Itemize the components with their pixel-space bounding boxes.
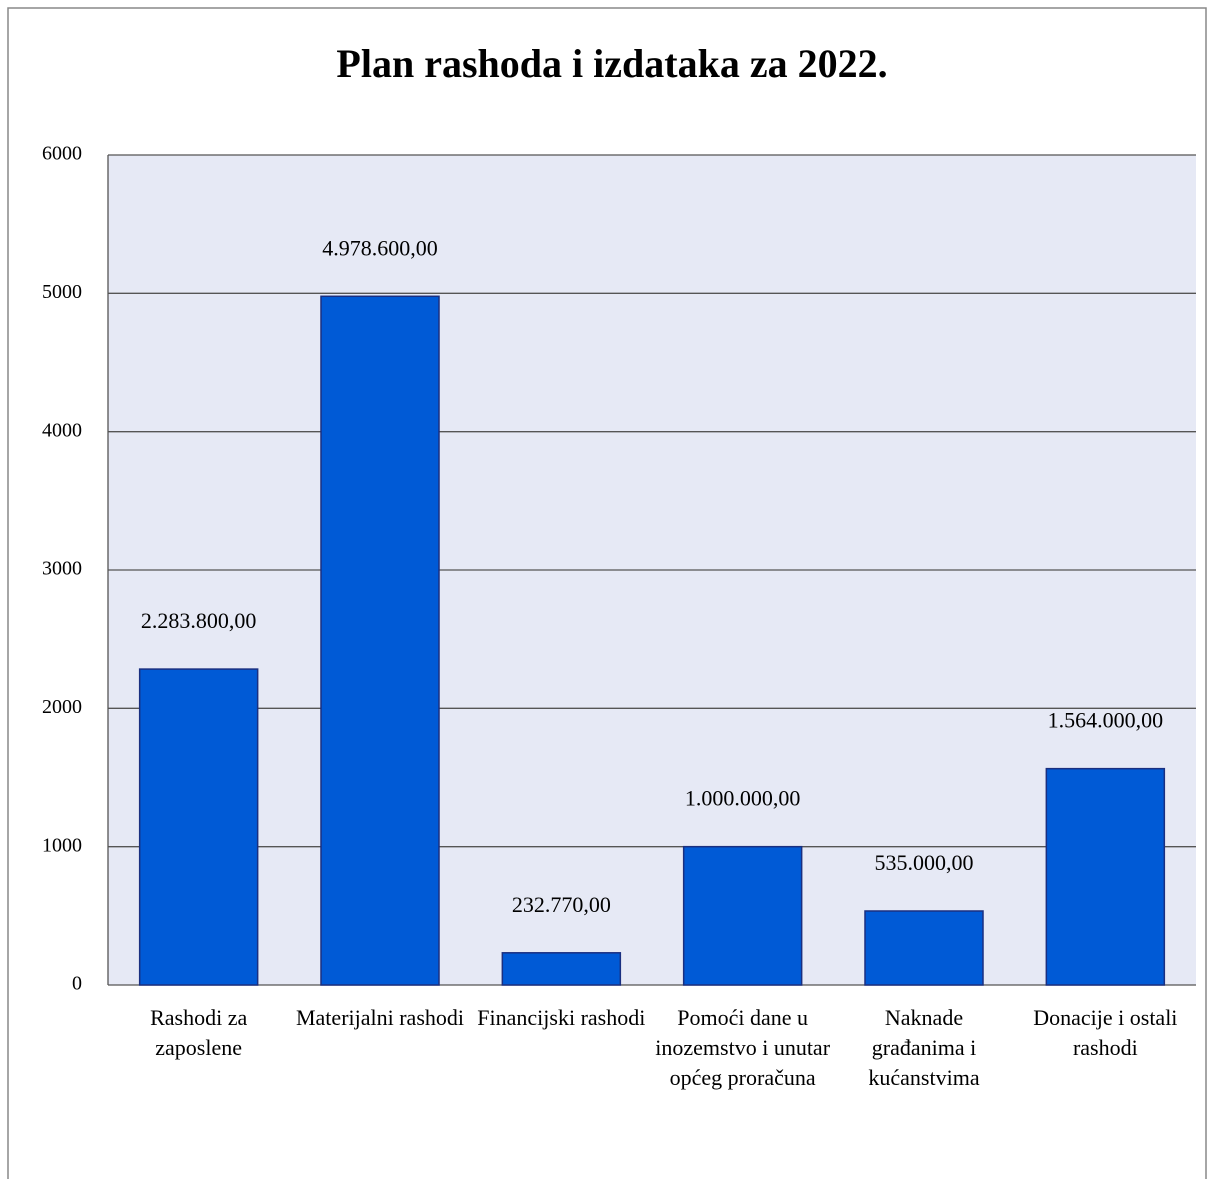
x-tick-label: Pomoći dane u inozemstvo i unutar općeg … (655, 1005, 831, 1090)
value-label: 535.000,00 (875, 850, 974, 875)
bar (682, 845, 803, 986)
bar (864, 910, 984, 986)
value-label: 4.978.600,00 (322, 235, 438, 260)
value-label: 1.564.000,00 (1048, 708, 1164, 733)
bar (320, 295, 440, 986)
x-tick-label-box: Materijalni rashodi (295, 1005, 464, 1030)
bar (501, 952, 622, 986)
x-tick-label-box: Donacije i ostali rashodi (1033, 1005, 1178, 1060)
x-tick-label-box: Naknade građanima i kućanstvima (868, 1005, 980, 1090)
x-tick-label-box: Financijski rashodi (477, 1005, 646, 1030)
x-tick-label: Rashodi za zaposlene (150, 1005, 248, 1060)
x-tick-label: Financijski rashodi (477, 1005, 646, 1030)
bar (1045, 767, 1166, 986)
x-tick-label: Materijalni rashodi (295, 1005, 464, 1030)
value-label: 2.283.800,00 (141, 608, 257, 633)
x-tick-label: Naknade građanima i kućanstvima (868, 1005, 980, 1090)
y-tick-label: 3000 (42, 558, 82, 580)
y-tick-label: 4000 (42, 419, 82, 441)
y-tick-label: 5000 (42, 281, 82, 303)
y-tick-label: 2000 (42, 696, 82, 718)
chart-title: Plan rashoda i izdataka za 2022. (336, 41, 887, 86)
x-tick-label-box: Pomoći dane u inozemstvo i unutar općeg … (655, 1005, 831, 1090)
value-label: 1.000.000,00 (685, 786, 801, 811)
x-tick-label-box: Rashodi za zaposlene (150, 1005, 248, 1060)
bar (138, 668, 259, 986)
y-tick-label: 1000 (42, 834, 82, 856)
x-tick-label: Donacije i ostali rashodi (1033, 1005, 1178, 1060)
value-label: 232.770,00 (512, 892, 611, 917)
y-tick-label: 0 (72, 973, 82, 995)
y-tick-label: 6000 (42, 143, 82, 165)
